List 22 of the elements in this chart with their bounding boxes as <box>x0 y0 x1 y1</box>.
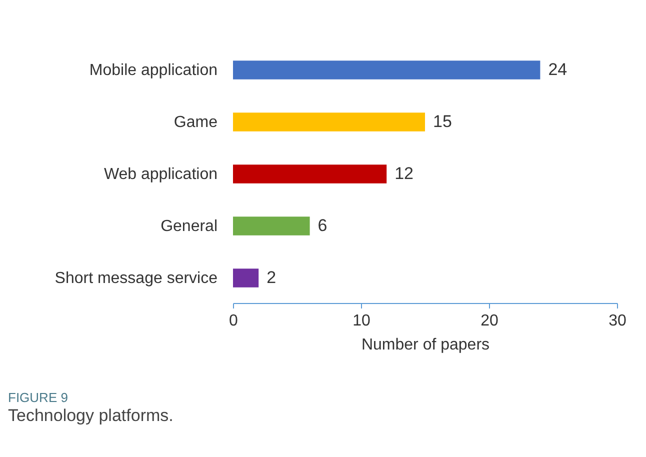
data-label: 15 <box>433 112 452 131</box>
text: Technology platforms. <box>8 406 174 425</box>
data-label: 24 <box>548 60 568 79</box>
data-label: 12 <box>394 164 414 183</box>
caption: FIGURE 9 <box>8 390 68 405</box>
data-label: 2 <box>266 268 276 288</box>
x-tick-label: 10 <box>352 312 370 330</box>
y-tick-label: Game <box>174 114 218 131</box>
x-axis-title: Number of papers <box>361 336 490 354</box>
y-tick-label: Short message service <box>54 270 218 288</box>
x-tick-label: 30 <box>608 312 626 330</box>
bar <box>233 164 387 184</box>
y-tick-label: Mobile application <box>89 62 218 79</box>
x-tick-label: 0 <box>229 312 238 330</box>
y-tick-label: General <box>160 218 218 236</box>
y-tick-label: Web application <box>104 166 218 183</box>
bar <box>233 60 540 80</box>
bar <box>233 216 310 236</box>
x-tick-label: 20 <box>480 312 498 330</box>
bar <box>233 112 425 132</box>
bar <box>233 268 259 288</box>
data-label: 6 <box>318 216 328 236</box>
